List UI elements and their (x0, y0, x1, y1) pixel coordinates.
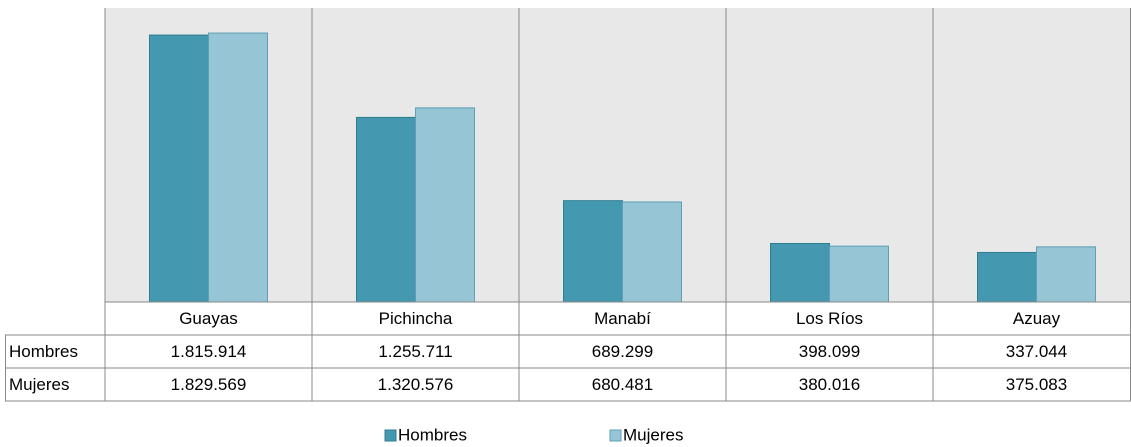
table-value: 680.481 (592, 375, 653, 394)
table-value: 1.829.569 (171, 375, 247, 394)
bar (1036, 246, 1096, 303)
x-tick-label: Guayas (179, 309, 238, 328)
bar (149, 34, 209, 303)
table-value: 1.815.914 (171, 342, 247, 361)
x-tick-label: Los Ríos (796, 309, 863, 328)
table-value: 380.016 (799, 375, 860, 394)
table-value: 375.083 (1006, 375, 1067, 394)
table-value: 337.044 (1006, 342, 1067, 361)
x-tick-label: Pichincha (379, 309, 453, 328)
bar (829, 245, 889, 303)
legend-swatch (384, 429, 397, 442)
bar (208, 32, 268, 303)
bar (563, 200, 623, 303)
x-tick-label: Manabí (594, 309, 651, 328)
row-label: Hombres (9, 342, 78, 361)
bar (356, 116, 416, 303)
bar (415, 107, 475, 303)
table-value: 1.320.576 (378, 375, 454, 394)
legend-label: Mujeres (623, 425, 683, 444)
bar (977, 251, 1037, 303)
x-tick-label: Azuay (1013, 309, 1061, 328)
legend-label: Hombres (398, 425, 467, 444)
bar (770, 242, 830, 303)
legend-swatch (609, 429, 622, 442)
table-value: 1.255.711 (378, 342, 452, 361)
table-value: 398.099 (799, 342, 860, 361)
row-label: Mujeres (9, 375, 69, 394)
bar (622, 201, 682, 303)
table-value: 689.299 (592, 342, 653, 361)
